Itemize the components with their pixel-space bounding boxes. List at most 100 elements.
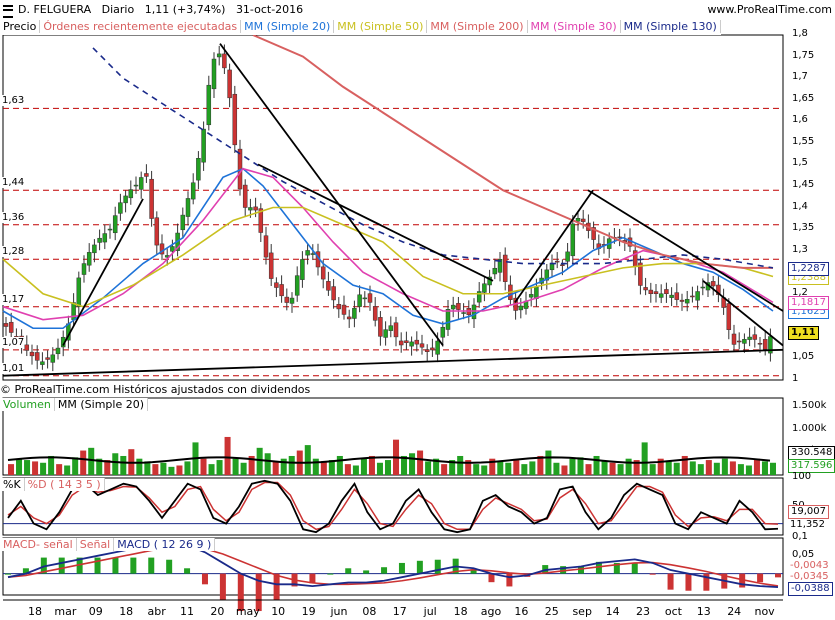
volume-bar bbox=[312, 458, 319, 475]
volume-bar bbox=[24, 460, 31, 475]
x-tick-label: 18 bbox=[453, 605, 468, 618]
macd-signal-box: -0,0345 bbox=[788, 571, 831, 583]
macd-hist-title[interactable]: MACD- señal bbox=[0, 538, 77, 551]
macd-hist-bar bbox=[416, 560, 423, 574]
volume-bar bbox=[689, 461, 696, 475]
candle-body bbox=[445, 309, 451, 330]
menu-icon[interactable] bbox=[3, 5, 13, 18]
macd-hist-bar bbox=[148, 557, 155, 574]
volume-title[interactable]: Volumen bbox=[0, 398, 55, 411]
candle-body bbox=[222, 53, 227, 69]
level-label: 1,44 bbox=[2, 177, 25, 189]
trendline bbox=[514, 189, 594, 303]
volume-bar bbox=[344, 464, 351, 475]
candle-body bbox=[648, 289, 654, 294]
x-tick-label: 10 bbox=[271, 605, 286, 618]
x-tick-label: mar bbox=[54, 605, 77, 618]
volume-bar bbox=[409, 453, 416, 475]
candle-body bbox=[352, 307, 357, 319]
macd-hist-bar bbox=[685, 573, 692, 591]
y-tick-label: 1,4 bbox=[792, 200, 808, 212]
volume-bar bbox=[288, 455, 295, 475]
volume-bar bbox=[96, 458, 103, 475]
volume-bar bbox=[609, 462, 616, 475]
candle-body bbox=[565, 251, 570, 262]
candle-body bbox=[378, 317, 383, 337]
x-tick-label: 14 bbox=[605, 605, 620, 618]
candle-body bbox=[268, 252, 274, 279]
volume-bar bbox=[56, 464, 63, 475]
volume-bar bbox=[272, 461, 279, 475]
y-tick-label: 1,3 bbox=[792, 243, 808, 255]
y-tick-label: 1,55 bbox=[792, 135, 815, 147]
candle-body bbox=[81, 263, 87, 275]
macd-hist-bar bbox=[76, 557, 83, 574]
site-link[interactable]: www.ProRealTime.com bbox=[707, 3, 832, 16]
macd-hist-bar bbox=[488, 573, 495, 583]
volume-ma-title[interactable]: MM (Simple 20) bbox=[54, 398, 149, 411]
macd-hist-bar bbox=[398, 562, 405, 574]
candles bbox=[3, 44, 773, 372]
legend-mm20[interactable]: MM (Simple 20) bbox=[241, 20, 335, 33]
legend-mm50[interactable]: MM (Simple 50) bbox=[334, 20, 428, 33]
candle-body bbox=[471, 304, 477, 320]
candle-body bbox=[456, 303, 461, 310]
legend-mm200[interactable]: MM (Simple 200) bbox=[427, 20, 528, 33]
volume-tick: 1.500k bbox=[792, 400, 827, 412]
candle-body bbox=[294, 275, 300, 296]
candle-body bbox=[653, 291, 659, 294]
candle-body bbox=[118, 202, 123, 214]
last-price-box: 1,11 bbox=[788, 325, 819, 340]
price-legend: Precio Órdenes recientemente ejecutadas MM… bbox=[0, 20, 721, 35]
candle-body bbox=[55, 347, 61, 355]
candle-body bbox=[3, 323, 9, 327]
trendline bbox=[2, 348, 784, 377]
macd-hist-bar bbox=[112, 557, 119, 574]
macd-hist-bar bbox=[613, 562, 620, 574]
macd-line-title[interactable]: MACD ( 12 26 9 ) bbox=[114, 538, 216, 551]
candle-body bbox=[362, 297, 368, 300]
macd-hist-bar bbox=[506, 573, 513, 587]
macd-tick: 0,1 bbox=[792, 531, 808, 542]
candle-body bbox=[710, 281, 716, 287]
volume-bar bbox=[641, 442, 648, 475]
volume-bar bbox=[80, 450, 87, 475]
volume-bar bbox=[497, 461, 504, 475]
candle-body bbox=[450, 304, 456, 310]
candle-body bbox=[310, 253, 316, 255]
stoch-k-title[interactable]: %K bbox=[0, 478, 25, 491]
stoch-d-title[interactable]: %D ( 14 3 5 ) bbox=[24, 478, 105, 491]
macd-hist-bar bbox=[739, 573, 746, 588]
x-tick-label: 18 bbox=[28, 605, 42, 618]
candle-body bbox=[731, 333, 737, 345]
volume-bar bbox=[384, 460, 391, 475]
ma-value-box: 1,1817 bbox=[788, 296, 829, 311]
candle-body bbox=[242, 184, 248, 208]
candle-body bbox=[92, 244, 97, 254]
x-tick-label: 08 bbox=[362, 605, 377, 618]
legend-orders[interactable]: Órdenes recientemente ejecutadas bbox=[40, 20, 242, 33]
macd-hist-bar bbox=[363, 570, 370, 574]
ma-value-box: 1,2287 bbox=[788, 261, 829, 276]
macd-hist-bar bbox=[237, 573, 244, 612]
x-tick-label: may bbox=[235, 605, 260, 618]
macd-signal-title[interactable]: Señal bbox=[76, 538, 115, 551]
legend-mm130[interactable]: MM (Simple 130) bbox=[620, 20, 721, 33]
candle-body bbox=[762, 339, 768, 350]
x-tick-label: 20 bbox=[210, 605, 225, 618]
volume-bar bbox=[617, 464, 624, 475]
volume-bar bbox=[537, 455, 544, 475]
stoch-k-box: 11,352 bbox=[788, 519, 827, 531]
legend-mm30[interactable]: MM (Simple 30) bbox=[527, 20, 621, 33]
volume-bar bbox=[72, 457, 79, 475]
volume-bar bbox=[368, 455, 375, 475]
volume-bar bbox=[240, 462, 247, 475]
macd-hist-bar bbox=[22, 568, 29, 574]
x-tick-label: abr bbox=[147, 605, 166, 618]
volume-bar bbox=[713, 462, 720, 475]
candle-body bbox=[138, 177, 144, 190]
candle-body bbox=[159, 243, 165, 255]
candle-body bbox=[232, 93, 238, 146]
candle-body bbox=[326, 281, 331, 291]
volume-bar bbox=[545, 450, 552, 475]
